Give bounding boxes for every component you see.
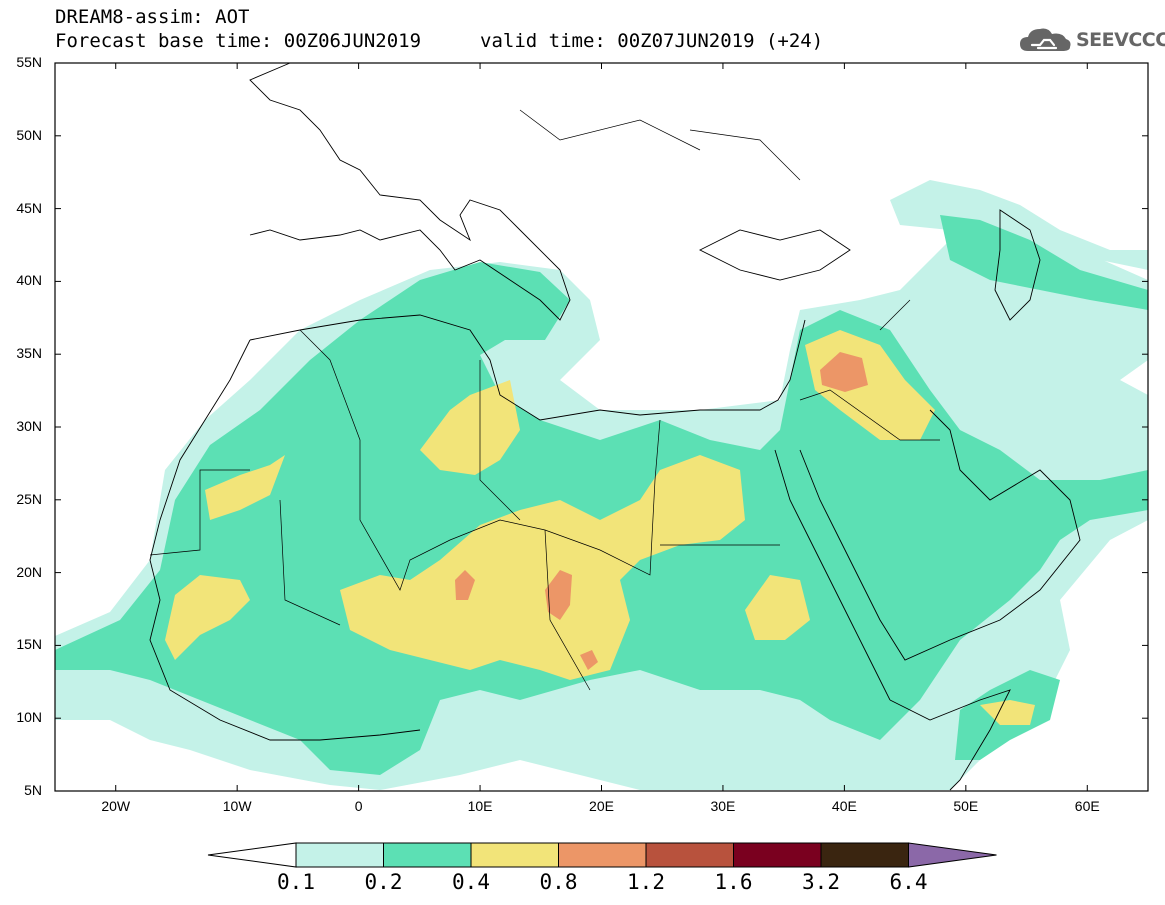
axis-ticks	[55, 62, 1148, 792]
europe-coastline	[249, 62, 571, 321]
latitude-label: 45N	[16, 199, 42, 216]
latitude-label: 25N	[16, 490, 42, 507]
latitude-label: 55N	[16, 54, 42, 70]
latitude-label: 30N	[16, 418, 42, 434]
aot-0.4-algeria	[420, 380, 520, 475]
latitude-label: 20N	[16, 563, 42, 580]
latitude-label: 35N	[16, 345, 42, 362]
colorbar-label: 0.2	[364, 870, 403, 894]
colorbar-label: 0.4	[452, 870, 490, 894]
arabia-coast	[799, 409, 1081, 661]
longitude-label: 20E	[589, 798, 614, 814]
longitude-label: 40E	[831, 798, 857, 814]
aot-0.4-mauritania	[165, 575, 250, 660]
aot-0.4-sahel	[340, 455, 745, 680]
longitude-label: 50E	[953, 798, 979, 814]
aot-0.8-syria	[820, 352, 868, 392]
horn-of-africa	[889, 689, 1011, 791]
africa-coastline	[249, 314, 806, 421]
west-africa-coastline	[149, 339, 421, 741]
border-lines	[149, 109, 940, 691]
latitude-label: 5N	[24, 782, 42, 798]
aot-0.1-caspian	[890, 180, 1148, 270]
seevccc-logo: SEEVCCC	[1018, 25, 1165, 55]
coastlines-and-borders	[149, 62, 1081, 791]
colorbar-label: 0.1	[277, 870, 315, 894]
colorbar-label: 6.4	[889, 870, 928, 894]
colorbar-label: 0.8	[539, 870, 578, 894]
cloud-icon	[1020, 28, 1071, 51]
aot-0.4-somalia	[980, 700, 1035, 725]
latitude-label: 50N	[16, 126, 42, 143]
aot-0.4-sudan	[745, 575, 810, 640]
logo-text: SEEVCCC	[1076, 29, 1165, 51]
longitude-label: 30E	[710, 798, 736, 814]
aot-0.8-niger	[455, 570, 475, 600]
longitude-label: 10W	[222, 798, 252, 814]
colorbar-label: 1.2	[627, 870, 665, 894]
latitude-label: 15N	[16, 636, 42, 653]
forecast-base-time: Forecast base time: 00Z06JUN2019	[55, 30, 422, 52]
longitude-label: 60E	[1074, 798, 1100, 814]
aot-contours	[55, 180, 1148, 790]
colorbar-label: 3.2	[802, 870, 840, 894]
latitude-label: 40N	[16, 272, 42, 289]
longitude-label: 0	[354, 798, 363, 814]
caspian-sea	[994, 209, 1041, 321]
aot-0.4-westsahara	[205, 455, 285, 520]
latitude-label: 10N	[16, 709, 42, 726]
aot-0.8-chad	[545, 570, 572, 620]
colorbar-label: 1.6	[714, 870, 753, 894]
red-sea-coast	[774, 449, 891, 701]
aot-0.8-chad-south	[580, 650, 598, 670]
valid-time: valid time: 00Z07JUN2019 (+24)	[480, 30, 824, 52]
map-title: DREAM8-assim: AOT	[55, 6, 250, 28]
longitude-label: 10E	[467, 798, 493, 814]
aot-0.2-caspian	[940, 215, 1148, 310]
longitude-label: 20W	[101, 798, 131, 814]
black-sea	[698, 229, 851, 281]
